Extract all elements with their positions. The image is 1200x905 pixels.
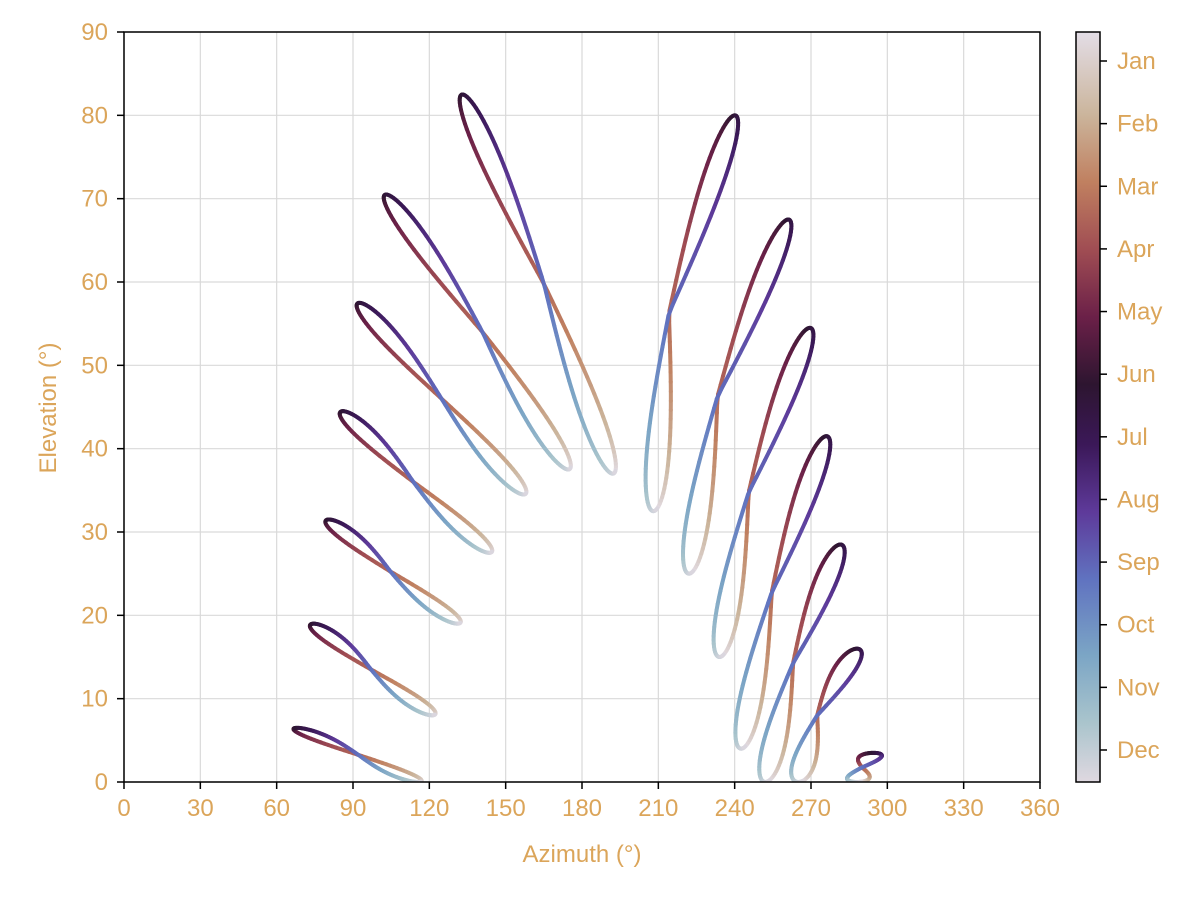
analemma-hour-3	[325, 520, 460, 624]
y-tick-label: 50	[81, 352, 108, 379]
x-tick-label: 120	[409, 795, 449, 822]
x-axis-label: Azimuth (°)	[523, 841, 642, 868]
colorbar-tick-label: Jul	[1117, 424, 1148, 451]
x-tick-label: 90	[340, 795, 367, 822]
x-tick-label: 60	[263, 795, 290, 822]
x-tick-label: 240	[715, 795, 755, 822]
grid-lines	[124, 32, 1040, 782]
colorbar-tick-label: May	[1117, 299, 1162, 326]
analemma-segment	[692, 571, 693, 572]
colorbar-gradient	[1076, 32, 1100, 782]
y-axis-label: Elevation (°)	[35, 343, 62, 474]
colorbar-tick-label: Oct	[1117, 612, 1155, 639]
colorbar: Jan Feb Mar Apr May Jun Jul Aug Sep Oct Nov Dec	[1076, 32, 1162, 782]
colorbar-tick-label: Nov	[1117, 674, 1160, 701]
colorbar-tick-label: Jun	[1117, 361, 1156, 388]
y-tick-label: 60	[81, 269, 108, 296]
colorbar-tick-label: Sep	[1117, 549, 1160, 576]
colorbar-tick-label: Mar	[1117, 173, 1158, 200]
y-tick-label: 40	[81, 436, 108, 463]
y-tick-label: 10	[81, 686, 108, 713]
colorbar-ticks: Jan Feb Mar Apr May Jun Jul Aug Sep Oct Nov Dec	[1100, 48, 1162, 764]
y-axis-ticks: 0 10 20 30 40 50 60 70 80 90	[81, 19, 124, 796]
analemma-hour-13	[791, 649, 862, 782]
y-tick-label: 70	[81, 186, 108, 213]
x-tick-label: 360	[1020, 795, 1060, 822]
analemma-segment	[491, 552, 492, 553]
y-tick-label: 80	[81, 102, 108, 129]
analemma-segment	[526, 493, 527, 494]
analemma-hour-5	[357, 303, 527, 495]
colorbar-tick-label: Dec	[1117, 737, 1160, 764]
y-tick-label: 0	[95, 769, 108, 796]
analemma-hour-8	[646, 115, 739, 511]
colorbar-tick-label: Aug	[1117, 486, 1160, 513]
analemma-hour-14	[847, 753, 882, 782]
x-tick-label: 210	[638, 795, 678, 822]
analemma-hour-1	[294, 728, 422, 782]
y-tick-label: 30	[81, 519, 108, 546]
analemma-hour-6	[384, 195, 571, 470]
colorbar-tick-label: Jan	[1117, 48, 1156, 75]
analemma-segment	[744, 746, 745, 747]
analemma-segment	[615, 471, 616, 472]
x-tick-label: 150	[486, 795, 526, 822]
x-tick-label: 270	[791, 795, 831, 822]
y-tick-label: 20	[81, 602, 108, 629]
x-tick-label: 180	[562, 795, 602, 822]
x-tick-label: 0	[117, 795, 130, 822]
analemma-hour-12	[759, 545, 844, 782]
x-axis-ticks: 0 30 60 90 120 150 180 210 240 270 300 330 360	[117, 782, 1060, 822]
analemma-hour-7	[460, 95, 616, 474]
analemma-segment	[768, 780, 769, 781]
y-tick-label: 90	[81, 19, 108, 46]
x-tick-label: 300	[867, 795, 907, 822]
analemma-segment	[722, 655, 723, 656]
analemma-curves	[294, 95, 882, 782]
x-tick-label: 30	[187, 795, 214, 822]
analemma-segment	[656, 508, 657, 509]
colorbar-tick-label: Apr	[1117, 236, 1154, 263]
x-tick-label: 330	[944, 795, 984, 822]
analemma-hour-2	[310, 624, 436, 716]
colorbar-tick-label: Feb	[1117, 111, 1158, 138]
